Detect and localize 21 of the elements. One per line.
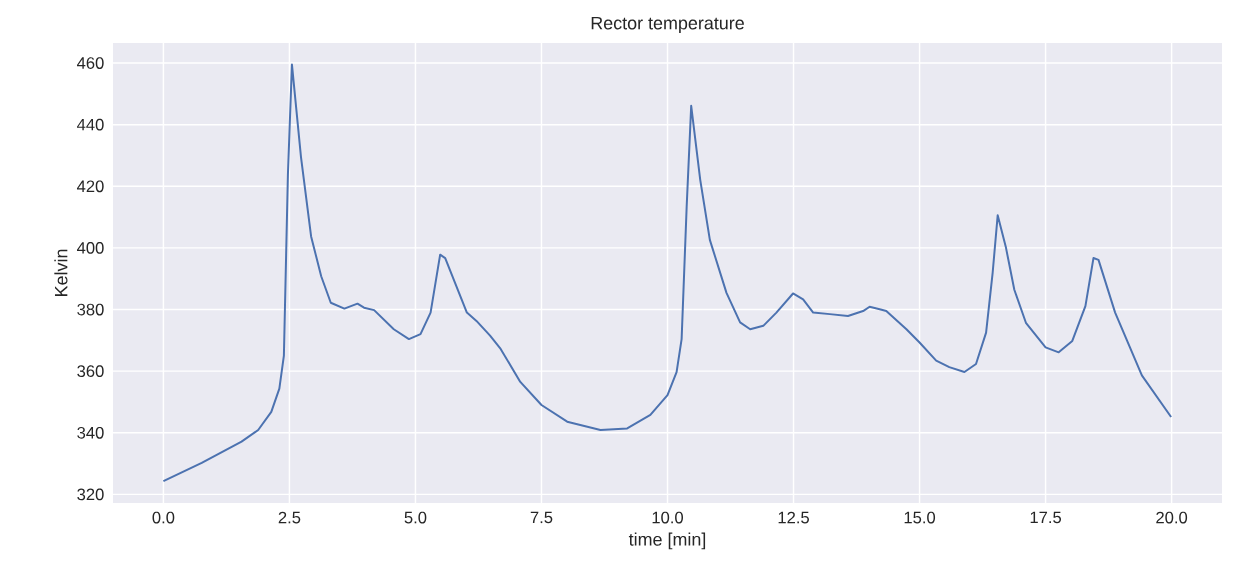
- y-tick-label: 440: [76, 118, 104, 131]
- chart-title: Rector temperature: [591, 16, 744, 33]
- x-tick-label: 17.5: [1030, 511, 1062, 524]
- y-tick-label: 360: [77, 365, 104, 378]
- y-tick-label: 460: [76, 57, 104, 69]
- x-tick-label: 20.0: [1156, 511, 1188, 524]
- x-tick-label: 2.5: [278, 511, 301, 524]
- x-axis-title: time [min]: [628, 532, 706, 550]
- x-tick-label: 5.0: [404, 511, 427, 524]
- y-tick-label: 420: [76, 180, 104, 193]
- x-tick-label: 7.5: [530, 511, 553, 524]
- x-tick-label: 0.0: [152, 511, 175, 524]
- line-series: [162, 63, 1173, 483]
- y-tick-label: 320: [77, 488, 104, 501]
- y-axis-title: Kelvin: [54, 249, 68, 296]
- x-tick-label: 12.5: [778, 511, 809, 524]
- y-tick-label: 380: [77, 303, 104, 316]
- y-tick-label: 340: [77, 426, 104, 439]
- y-tick-label: 400: [76, 242, 104, 254]
- x-tick-label: 10.0: [652, 511, 684, 524]
- x-tick-label: 15.0: [904, 511, 936, 524]
